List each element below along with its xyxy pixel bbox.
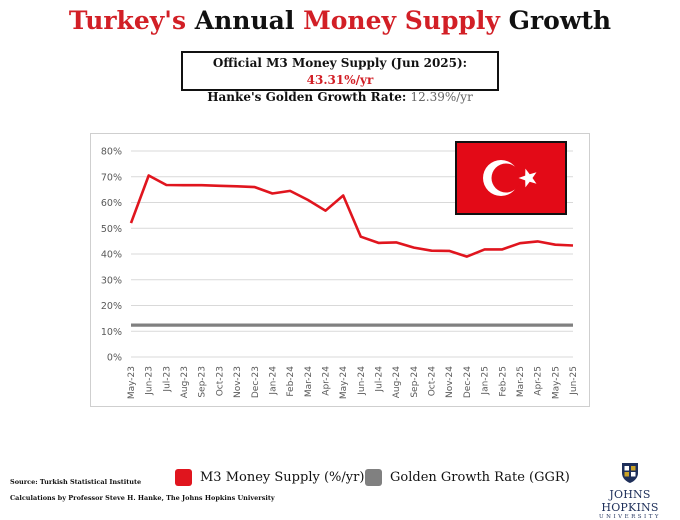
jhu-shield-icon — [622, 463, 638, 483]
info-box: Official M3 Money Supply (Jun 2025): 43.… — [181, 51, 499, 104]
x-tick-label: Feb-24 — [286, 366, 296, 397]
info-m3-value: 43.31%/yr — [306, 73, 374, 87]
x-tick-label: Sep-24 — [410, 366, 420, 398]
info-m3-label: Official M3 Money Supply (Jun 2025): — [212, 56, 468, 70]
source-note: Source: Turkish Statistical Institute — [10, 478, 142, 486]
x-tick-label: May-24 — [339, 366, 349, 399]
x-tick-label: Jan-24 — [268, 366, 278, 396]
x-tick-label: Nov-23 — [233, 366, 243, 398]
legend-label-ggr: Golden Growth Rate (GGR) — [390, 469, 570, 485]
x-tick-label: Jul-24 — [375, 366, 385, 393]
y-tick-label: 80% — [101, 147, 122, 158]
title-part-growth: Growth — [499, 6, 612, 35]
jhu-logo-name: JOHNS HOPKINS — [601, 488, 659, 514]
y-tick-label: 0% — [107, 353, 122, 364]
x-tick-label: Jun-24 — [357, 366, 367, 396]
info-line-ggr: Hanke's Golden Growth Rate: 12.39%/yr — [183, 89, 497, 106]
x-tick-label: May-23 — [127, 366, 137, 399]
title-part-money-supply: Money Supply — [303, 6, 500, 35]
info-ggr-value: 12.39%/yr — [410, 90, 473, 104]
info-ggr-label: Hanke's Golden Growth Rate: — [207, 90, 411, 104]
y-tick-label: 10% — [101, 327, 122, 338]
legend-swatch-m3 — [175, 468, 192, 486]
y-tick-label: 40% — [101, 250, 122, 261]
x-tick-label: Mar-25 — [516, 366, 526, 397]
x-tick-label: Aug-23 — [180, 366, 190, 398]
x-tick-label: Jun-25 — [569, 366, 579, 396]
legend-item-ggr: Golden Growth Rate (GGR) — [365, 468, 570, 486]
chart-title: Turkey's Annual Money Supply Growth — [0, 6, 680, 35]
x-tick-label: Jan-25 — [481, 366, 491, 396]
legend-label-m3: M3 Money Supply (%/yr) — [200, 469, 365, 485]
x-tick-label: Oct-23 — [215, 366, 225, 396]
y-tick-label: 20% — [101, 301, 122, 312]
jhu-logo-sub: UNIVERSITY — [599, 514, 661, 520]
x-tick-label: Dec-23 — [251, 366, 261, 398]
x-tick-label: Sep-23 — [198, 366, 208, 398]
x-tick-label: Aug-24 — [392, 366, 402, 399]
turkey-flag-icon — [455, 141, 567, 215]
x-tick-label: Jun-23 — [145, 366, 155, 396]
y-tick-label: 30% — [101, 275, 122, 286]
x-tick-label: Jul-23 — [162, 366, 172, 393]
y-tick-label: 50% — [101, 224, 122, 235]
crescent-star-icon — [483, 160, 537, 196]
legend-item-m3: M3 Money Supply (%/yr) — [175, 468, 364, 486]
title-part-annual: Annual — [186, 6, 304, 35]
info-line-m3: Official M3 Money Supply (Jun 2025): 43.… — [183, 55, 497, 89]
title-part-turkeys: Turkey's — [68, 6, 187, 35]
y-tick-label: 70% — [101, 172, 122, 183]
x-tick-label: Apr-24 — [321, 366, 331, 396]
m3-series-line — [129, 174, 574, 258]
legend-swatch-ggr — [365, 468, 382, 486]
x-tick-label: Feb-25 — [498, 366, 508, 397]
x-tick-label: May-25 — [551, 366, 561, 399]
x-tick-label: Dec-24 — [463, 366, 473, 398]
x-tick-label: Oct-24 — [428, 366, 438, 397]
jhu-logo: JOHNS HOPKINS UNIVERSITY — [585, 462, 675, 520]
x-tick-label: Nov-24 — [445, 366, 455, 398]
x-tick-label: Apr-25 — [534, 366, 544, 396]
x-tick-label: Mar-24 — [304, 366, 314, 397]
y-tick-label: 60% — [101, 198, 122, 209]
calculations-note: Calculations by Professor Steve H. Hanke… — [10, 494, 275, 502]
